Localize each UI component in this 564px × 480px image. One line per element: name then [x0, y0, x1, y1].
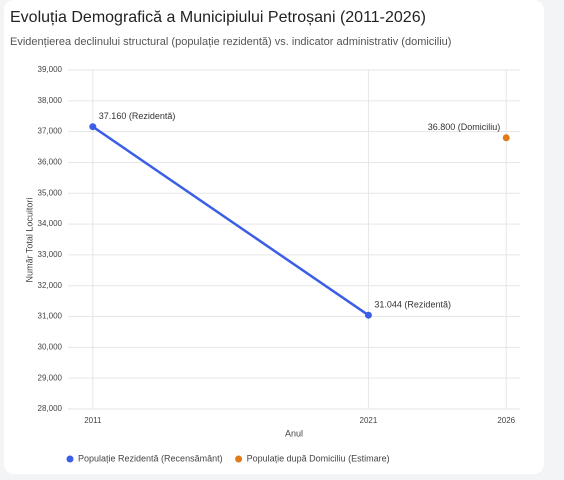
legend-label: Populație Rezidentă (Recensământ): [78, 453, 223, 463]
y-tick-label: 38,000: [38, 96, 63, 105]
chart-subtitle: Evidențierea declinului structural (popu…: [10, 36, 451, 48]
series-line: [92, 125, 370, 317]
y-axis-label: Număr Total Locuitori: [24, 198, 34, 283]
y-tick-label: 37,000: [38, 127, 63, 136]
chart-title: Evoluția Demografică a Municipiului Petr…: [10, 9, 426, 26]
y-tick-label: 30,000: [38, 342, 63, 351]
y-tick-label: 35,000: [38, 188, 63, 197]
data-point: [89, 123, 97, 131]
y-tick-label: 33,000: [38, 250, 63, 259]
y-tick-label: 39,000: [38, 65, 63, 74]
legend-marker: [66, 455, 74, 463]
x-tick-label: 2021: [360, 416, 378, 425]
y-tick-label: 31,000: [38, 312, 63, 321]
data-point: [364, 311, 372, 319]
data-label: 36.800 (Domiciliu): [428, 122, 501, 132]
legend-label: Populație după Domiciliu (Estimare): [247, 453, 390, 463]
x-tick-label: 2026: [497, 416, 515, 425]
x-axis-label: Anul: [285, 428, 303, 438]
y-tick-label: 28,000: [38, 404, 63, 413]
card: [4, 0, 544, 474]
y-tick-label: 34,000: [38, 219, 63, 228]
x-tick-label: 2011: [84, 416, 102, 425]
data-point: [502, 134, 510, 142]
data-label: 37.160 (Rezidentă): [99, 111, 176, 121]
y-tick-label: 29,000: [38, 373, 63, 382]
y-tick-label: 36,000: [38, 158, 63, 167]
legend-marker: [235, 455, 243, 463]
data-label: 31.044 (Rezidentă): [374, 300, 451, 310]
y-tick-label: 32,000: [38, 281, 63, 290]
